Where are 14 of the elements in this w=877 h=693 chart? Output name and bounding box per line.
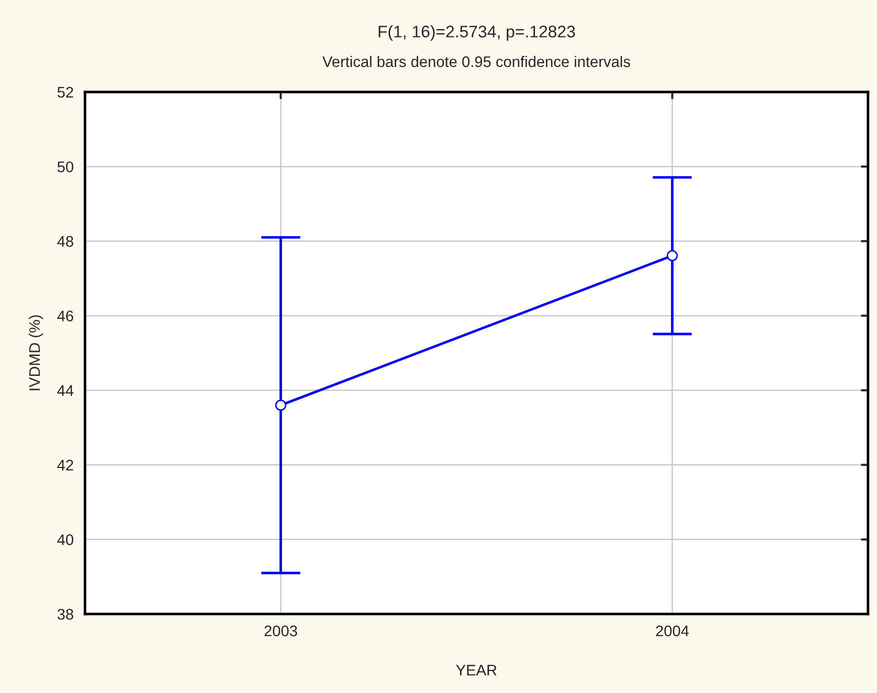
y-tick-label: 48 [57, 236, 74, 247]
chart-title: F(1, 16)=2.5734, p=.12823 [378, 25, 575, 41]
x-axis-title: YEAR [456, 664, 497, 676]
y-tick-label: 44 [57, 385, 74, 396]
y-tick-label: 40 [57, 534, 74, 546]
x-tick-label: 2003 [264, 626, 298, 636]
y-tick-label: 52 [58, 86, 74, 98]
y-tick-label: 46 [57, 310, 74, 322]
y-tick-label: 42 [57, 460, 74, 470]
y-tick-label: 50 [58, 161, 74, 172]
y-tick-label: 38 [57, 608, 74, 620]
x-tick-label: 2004 [656, 626, 689, 636]
y-axis-title: IVDMD (%) [28, 315, 43, 390]
chart-subtitle: Vertical bars denote 0.95 confidence intervals [322, 56, 630, 68]
